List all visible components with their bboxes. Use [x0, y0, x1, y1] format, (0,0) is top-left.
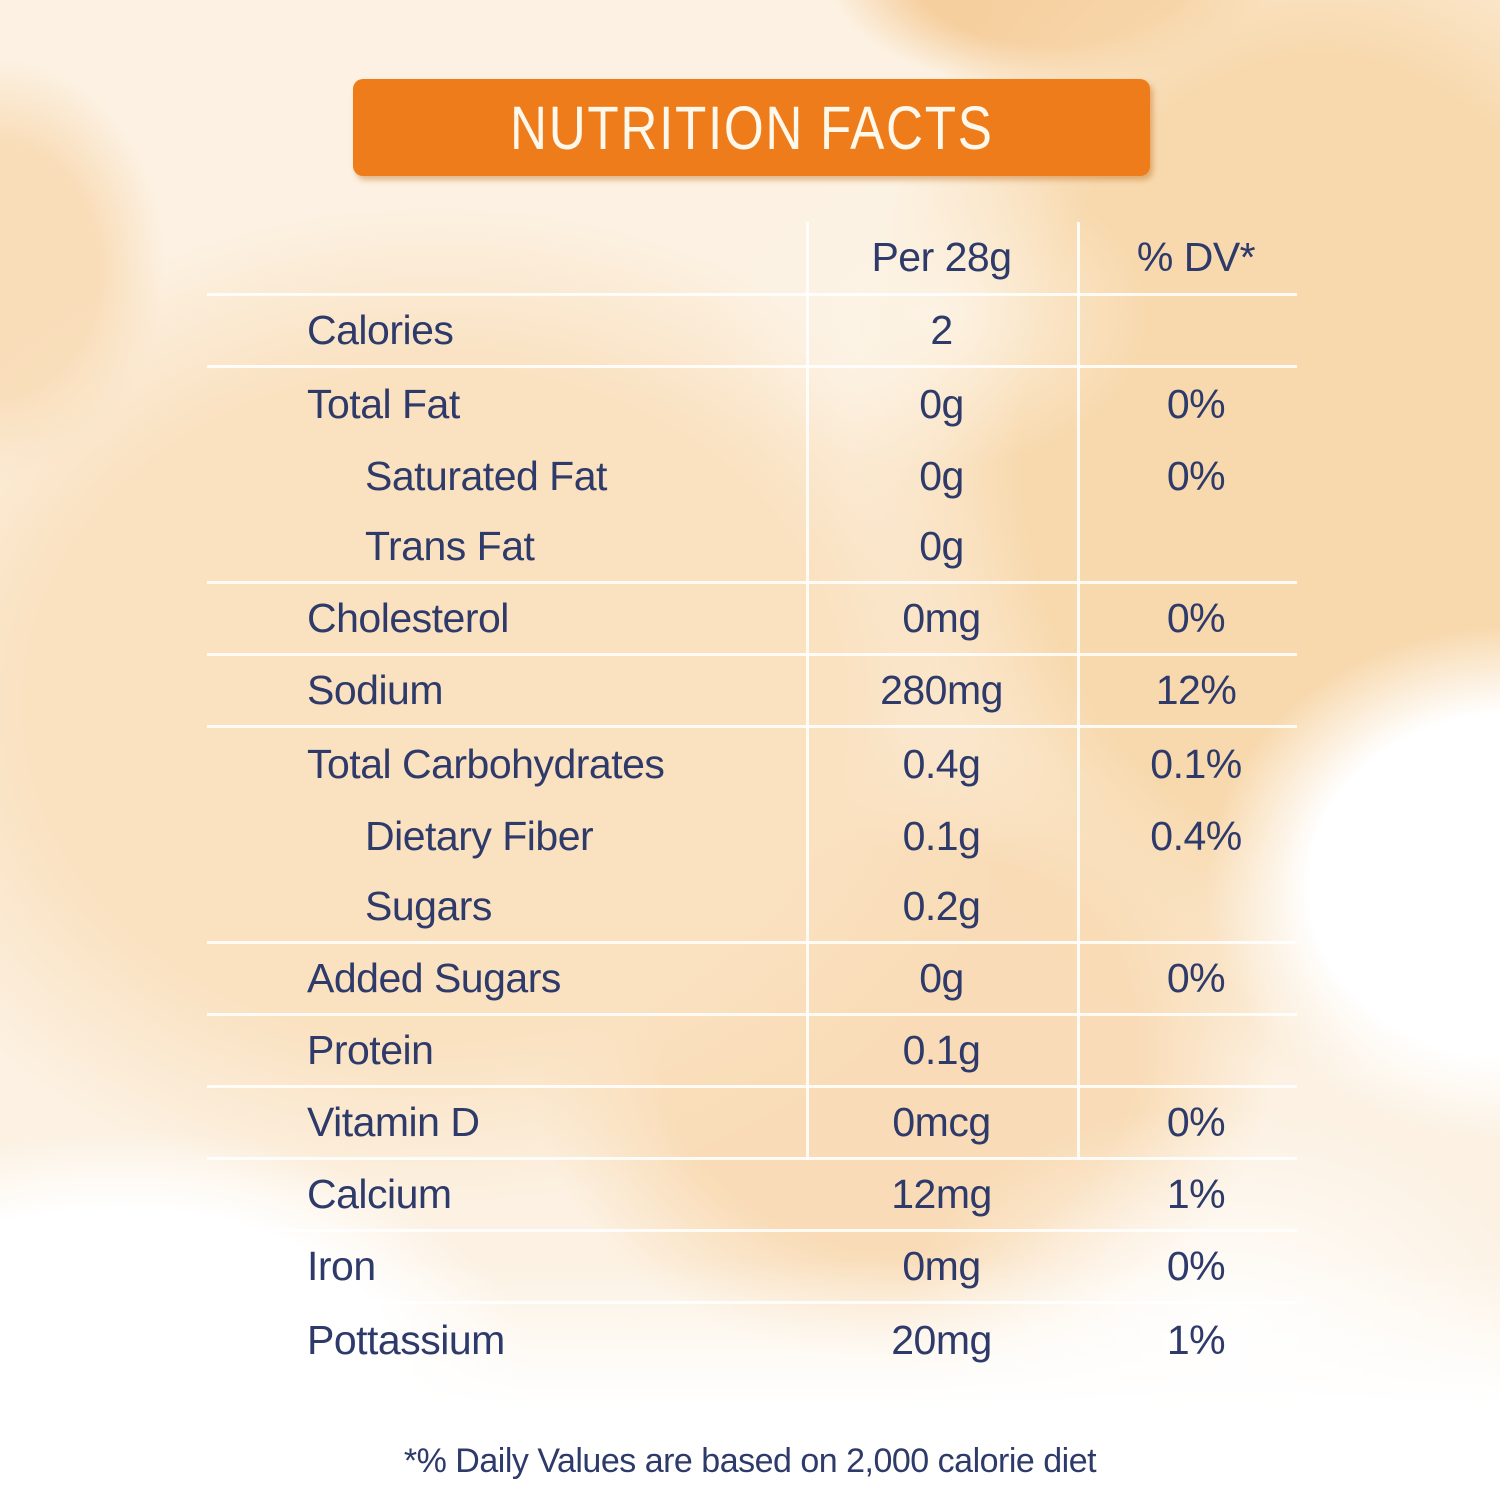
dv-column-header: % DV* — [1136, 234, 1256, 280]
amount-value: 280mg — [880, 667, 1003, 713]
daily-value-footnote: *% Daily Values are based on 2,000 calor… — [403, 1442, 1097, 1480]
amount-value: 12mg — [891, 1171, 992, 1217]
table-row-iron: Iron 0mg 0% — [207, 1232, 1297, 1304]
amount-value: 0mg — [902, 595, 981, 641]
amount-column-header: Per 28g — [871, 234, 1012, 280]
table-header-row: Per 28g % DV* — [207, 222, 1297, 296]
table-row-sugars: Sugars 0.2g — [207, 872, 1297, 944]
table-row-pottassium: Pottassium 20mg 1% — [207, 1304, 1297, 1376]
nutrient-label: Calories — [307, 307, 454, 353]
amount-value: 0g — [919, 380, 964, 427]
nutrient-label: Pottassium — [307, 1316, 505, 1363]
amount-value: 0g — [919, 523, 964, 569]
dv-value: 0% — [1166, 452, 1226, 499]
title-banner: NUTRITION FACTS — [353, 79, 1150, 176]
amount-value: 20mg — [891, 1316, 992, 1363]
amount-value: 0.1g — [902, 1027, 981, 1073]
nutrient-label: Sugars — [365, 883, 492, 929]
table-row-vitamin-d: Vitamin D 0mcg 0% — [207, 1088, 1297, 1160]
nutrient-label: Saturated Fat — [365, 452, 607, 499]
dv-value: 0% — [1166, 955, 1226, 1001]
table-row-calories: Calories 2 — [207, 296, 1297, 368]
nutrient-label: Iron — [307, 1243, 376, 1289]
table-row-dietary-fiber: Dietary Fiber 0.1g 0.4% — [207, 800, 1297, 872]
table-row-total-carbohydrates: Total Carbohydrates 0.4g 0.1% — [207, 728, 1297, 800]
table-row-trans-fat: Trans Fat 0g — [207, 512, 1297, 584]
dv-value: 12% — [1155, 667, 1237, 713]
column-divider-left — [806, 222, 809, 1160]
amount-value: 0.1g — [902, 812, 981, 859]
nutrient-label: Trans Fat — [365, 523, 535, 569]
table-row-saturated-fat: Saturated Fat 0g 0% — [207, 440, 1297, 512]
nutrient-label: Vitamin D — [307, 1099, 480, 1145]
amount-value: 0g — [919, 955, 964, 1001]
nutrition-table: Per 28g % DV* Calories 2 Total Fat 0g 0%… — [207, 222, 1297, 1376]
amount-value: 2 — [930, 307, 953, 353]
page-title: NUTRITION FACTS — [509, 93, 994, 162]
nutrient-label: Calcium — [307, 1171, 452, 1217]
table-row-sodium: Sodium 280mg 12% — [207, 656, 1297, 728]
amount-value: 0mcg — [892, 1099, 991, 1145]
dv-value: 1% — [1166, 1171, 1226, 1217]
amount-value: 0.4g — [902, 740, 981, 787]
nutrient-label: Total Fat — [307, 380, 460, 427]
amount-value: 0.2g — [902, 883, 981, 929]
dv-value: 0% — [1166, 380, 1226, 427]
nutrient-label: Added Sugars — [307, 955, 561, 1001]
dv-value: 1% — [1166, 1316, 1226, 1363]
nutrient-label: Dietary Fiber — [365, 812, 594, 859]
dv-value: 0% — [1166, 1243, 1226, 1289]
dv-value: 0.1% — [1150, 740, 1242, 787]
table-row-added-sugars: Added Sugars 0g 0% — [207, 944, 1297, 1016]
column-divider-right — [1077, 222, 1080, 1160]
nutrient-label: Cholesterol — [307, 595, 509, 641]
table-row-total-fat: Total Fat 0g 0% — [207, 368, 1297, 440]
table-row-cholesterol: Cholesterol 0mg 0% — [207, 584, 1297, 656]
nutrient-label: Protein — [307, 1027, 434, 1073]
table-row-protein: Protein 0.1g — [207, 1016, 1297, 1088]
amount-value: 0g — [919, 452, 964, 499]
dv-value: 0% — [1166, 595, 1226, 641]
nutrient-label: Total Carbohydrates — [307, 740, 665, 787]
amount-value: 0mg — [902, 1243, 981, 1289]
nutrient-label: Sodium — [307, 667, 444, 713]
table-row-calcium: Calcium 12mg 1% — [207, 1160, 1297, 1232]
dv-value: 0.4% — [1150, 812, 1242, 859]
dv-value: 0% — [1166, 1099, 1226, 1145]
